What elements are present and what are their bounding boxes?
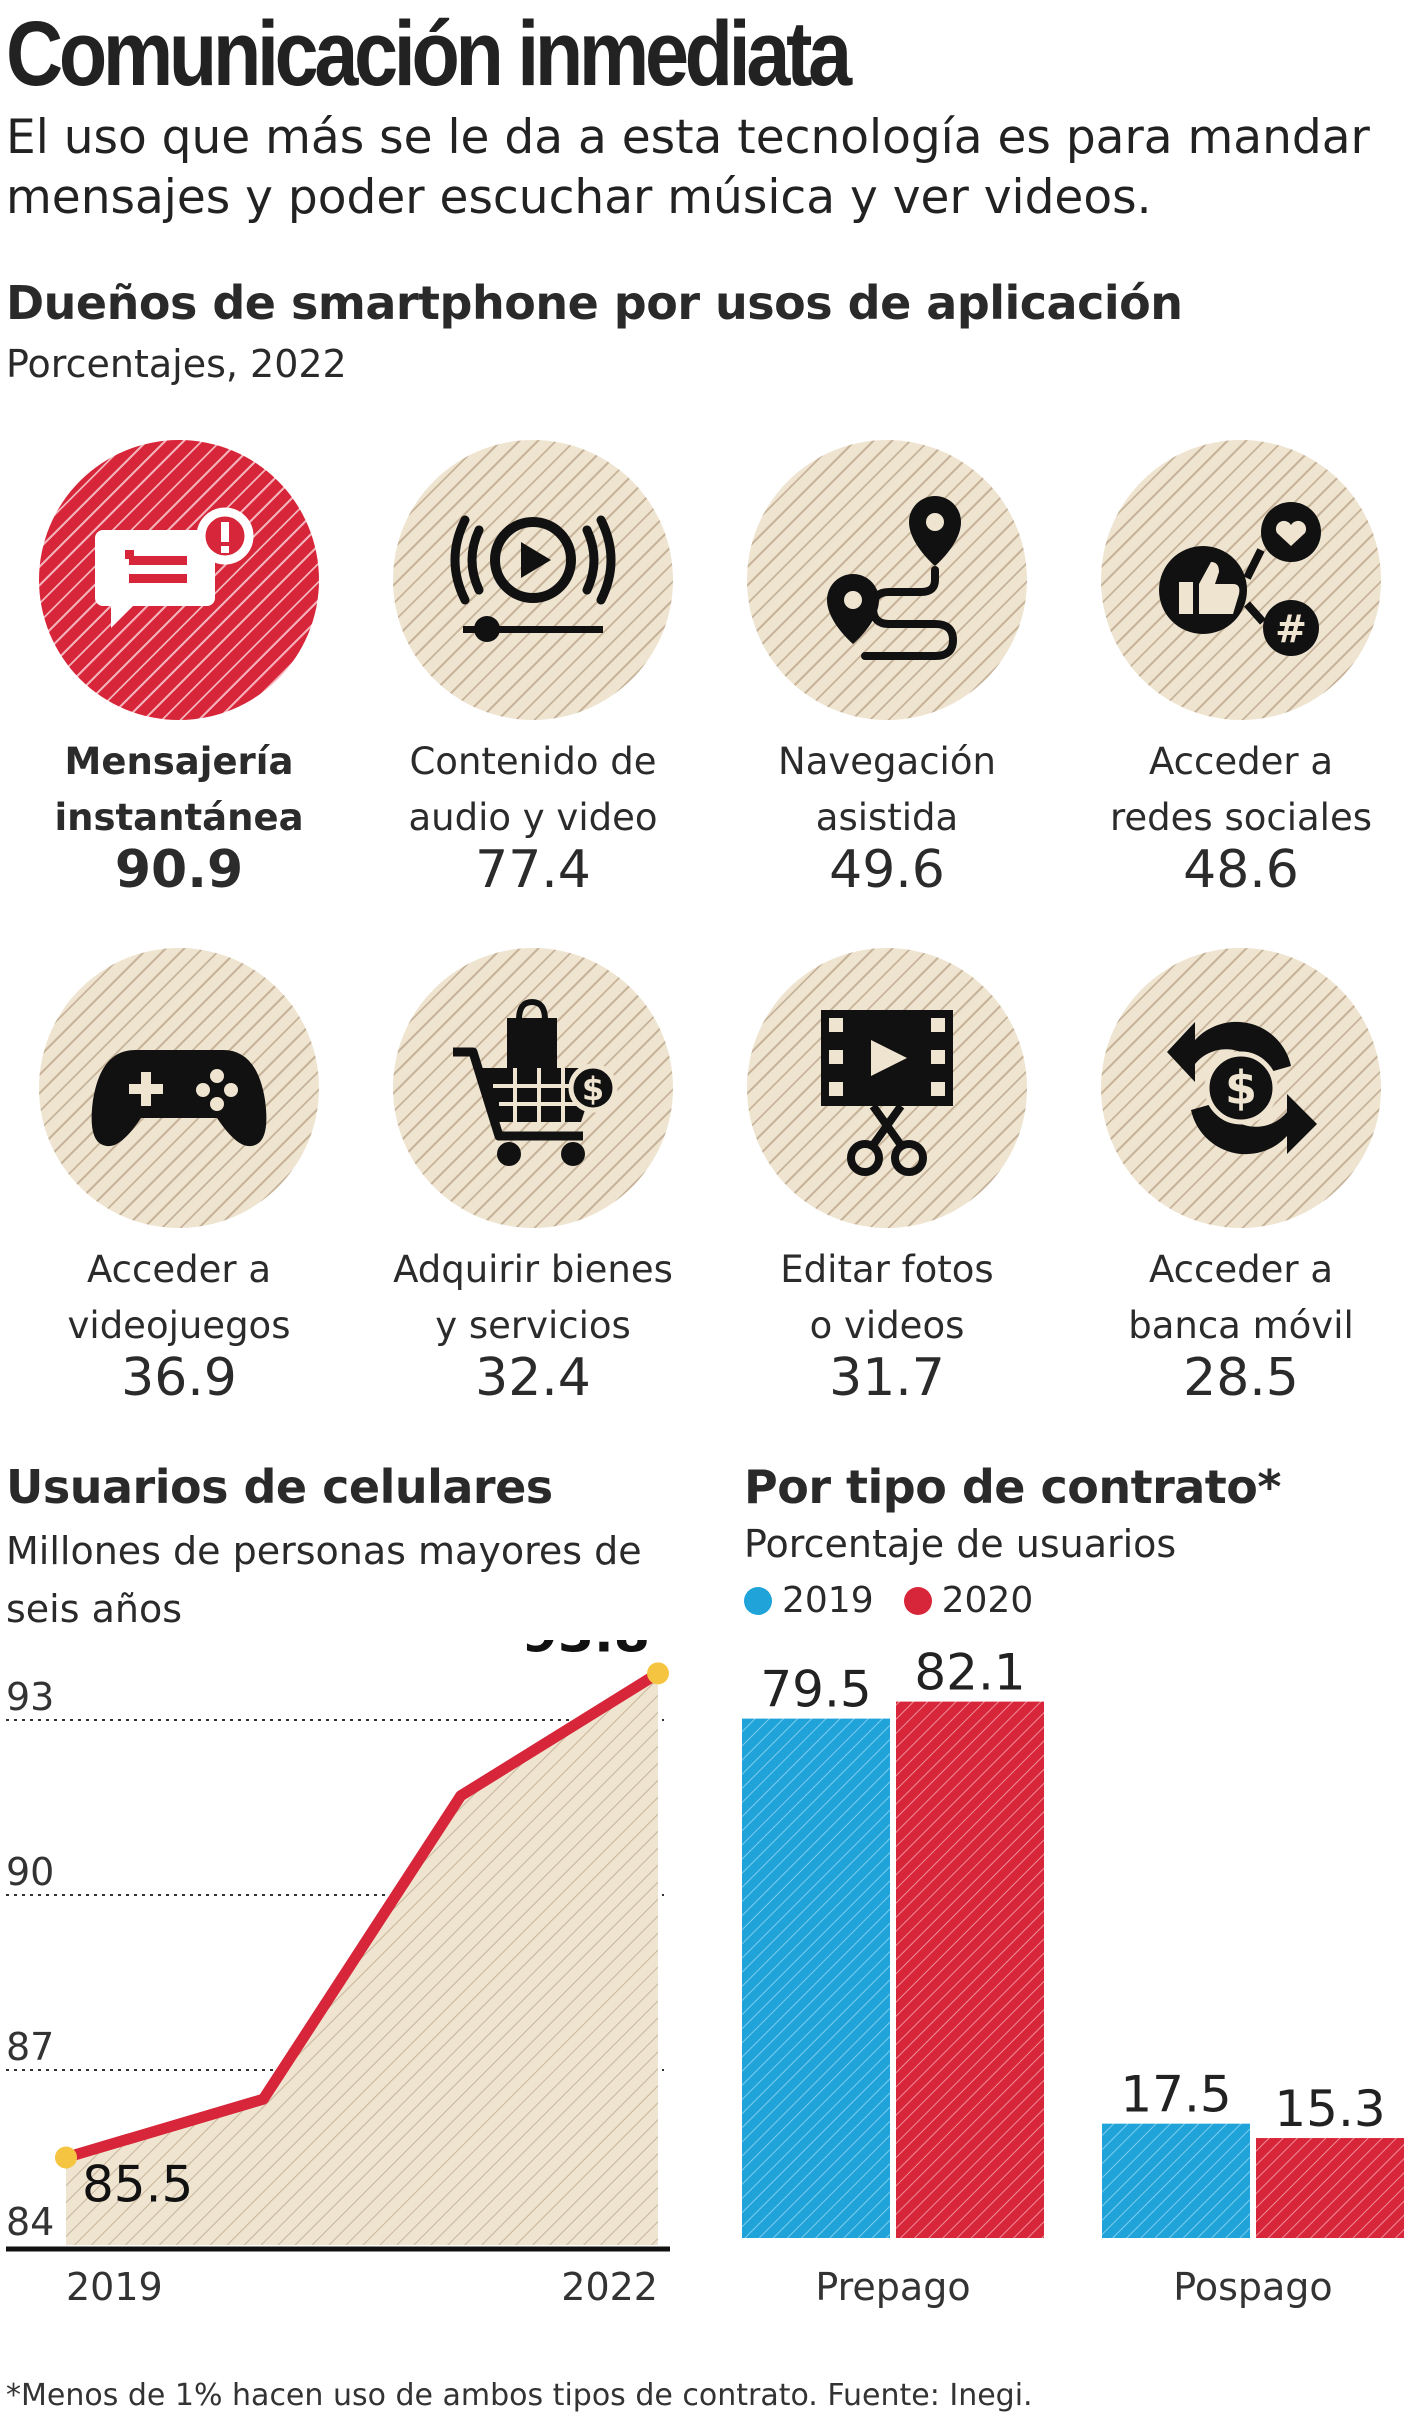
y-tick-label: 84: [6, 2200, 54, 2244]
app-usage-item: Editar fotos o videos 31.7: [710, 948, 1064, 1438]
app-usage-item: # Acceder a redes sociales 48.6: [1064, 440, 1417, 930]
legend-item: 2019: [744, 1580, 874, 1621]
data-label: 93.8: [522, 1640, 650, 1664]
app-usage-item: Navegación asistida 49.6: [710, 440, 1064, 930]
contract-chart-subtitle: Porcentaje de usuarios: [744, 1522, 1177, 1566]
app-usage-label: Acceder a redes sociales: [1110, 740, 1372, 839]
shopping-cart-icon: $: [393, 948, 673, 1228]
svg-text:$: $: [1225, 1061, 1257, 1115]
app-usage-label: Acceder a banca móvil: [1128, 1248, 1354, 1347]
page-subtitle: El uso que más se le da a esta tecnologí…: [6, 110, 1370, 225]
x-tick-label: 2019: [66, 2265, 163, 2309]
app-usage-label: Mensajería instantánea: [54, 740, 304, 839]
apps-section-title: Dueños de smartphone por usos de aplicac…: [6, 276, 1183, 330]
app-usage-item: Mensajería instantánea 90.9: [2, 440, 356, 930]
bar-value-label: 17.5: [1120, 2066, 1231, 2124]
data-point: [55, 2146, 77, 2169]
app-usage-label: Acceder a videojuegos: [67, 1248, 291, 1347]
svg-text:$: $: [582, 1070, 604, 1108]
app-usage-value: 32.4: [475, 1348, 591, 1408]
legend-label: 2020: [941, 1580, 1034, 1621]
legend-swatch: [903, 1586, 932, 1615]
users-chart-subtitle: Millones de personas mayores de seis año…: [6, 1529, 642, 1631]
x-tick-label: 2022: [561, 2265, 658, 2309]
bar-prepago-2019: [742, 1718, 890, 2238]
x-category-label: Prepago: [815, 2265, 970, 2309]
app-usage-label: Contenido de audio y video: [408, 740, 658, 839]
bar-pospago-2020: [1256, 2138, 1404, 2238]
app-usage-item: Acceder a videojuegos 36.9: [2, 948, 356, 1438]
y-tick-label: 93: [6, 1675, 54, 1719]
legend-label: 2019: [782, 1580, 874, 1621]
apps-section-subtitle: Porcentajes, 2022: [6, 342, 347, 386]
bar-value-label: 79.5: [760, 1661, 871, 1719]
bar-pospago-2019: [1102, 2123, 1250, 2238]
play-media-icon: [393, 440, 673, 720]
social-network-icon: #: [1101, 440, 1381, 720]
app-usage-label: Navegación asistida: [778, 740, 996, 839]
bar-value-label: 15.3: [1274, 2080, 1385, 2138]
app-usage-item: $ Adquirir bienes y servicios 32.4: [356, 948, 710, 1438]
app-usage-label: Editar fotos o videos: [780, 1248, 994, 1347]
users-line-chart: 84 87 90 93 85.5 93.8 2019 2022: [6, 1640, 670, 2309]
bar-value-label: 82.1: [914, 1644, 1025, 1702]
data-label: 85.5: [82, 2156, 193, 2214]
x-category-label: Pospago: [1173, 2265, 1332, 2309]
gamepad-icon: [39, 948, 319, 1228]
app-usage-label: Adquirir bienes y servicios: [393, 1248, 673, 1347]
film-edit-icon: [747, 948, 1027, 1228]
app-usage-value: 77.4: [475, 840, 591, 900]
bar-prepago-2020: [896, 1701, 1044, 2238]
page-title: Comunicación inmediata: [6, 3, 852, 105]
y-tick-label: 87: [6, 2025, 54, 2069]
app-usage-grid: Mensajería instantánea 90.9 Contenido de a…: [0, 440, 1417, 1420]
series-line: [64, 1668, 661, 2163]
app-usage-value: 49.6: [829, 840, 945, 900]
message-icon: [39, 440, 319, 720]
mobile-banking-icon: $: [1101, 948, 1381, 1228]
app-usage-value: 36.9: [121, 1348, 237, 1408]
contract-chart-title: Por tipo de contrato*: [744, 1460, 1281, 1514]
contract-legend: 2019 2020: [744, 1580, 1033, 1621]
area-fill: [66, 1673, 658, 2245]
map-route-icon: [747, 440, 1027, 720]
legend-swatch: [744, 1586, 772, 1615]
app-usage-value: 31.7: [829, 1348, 945, 1408]
app-usage-value: 48.6: [1183, 840, 1299, 900]
app-usage-item: $ Acceder a banca móvil 28.5: [1064, 948, 1417, 1438]
data-point: [647, 1662, 669, 1685]
app-usage-value: 90.9: [114, 840, 244, 900]
contract-bar-chart: 79.5 82.1 Prepago 17.5 15.3 Pospago: [742, 1644, 1404, 2309]
app-usage-value: 28.5: [1183, 1348, 1299, 1408]
y-tick-label: 90: [6, 1850, 54, 1894]
app-usage-item: Contenido de audio y video 77.4: [356, 440, 710, 930]
legend-item: 2020: [903, 1580, 1034, 1621]
users-chart-title: Usuarios de celulares: [6, 1460, 553, 1514]
footnote: *Menos de 1% hacen uso de ambos tipos de…: [6, 2378, 1033, 2413]
svg-text:#: #: [1275, 607, 1307, 651]
